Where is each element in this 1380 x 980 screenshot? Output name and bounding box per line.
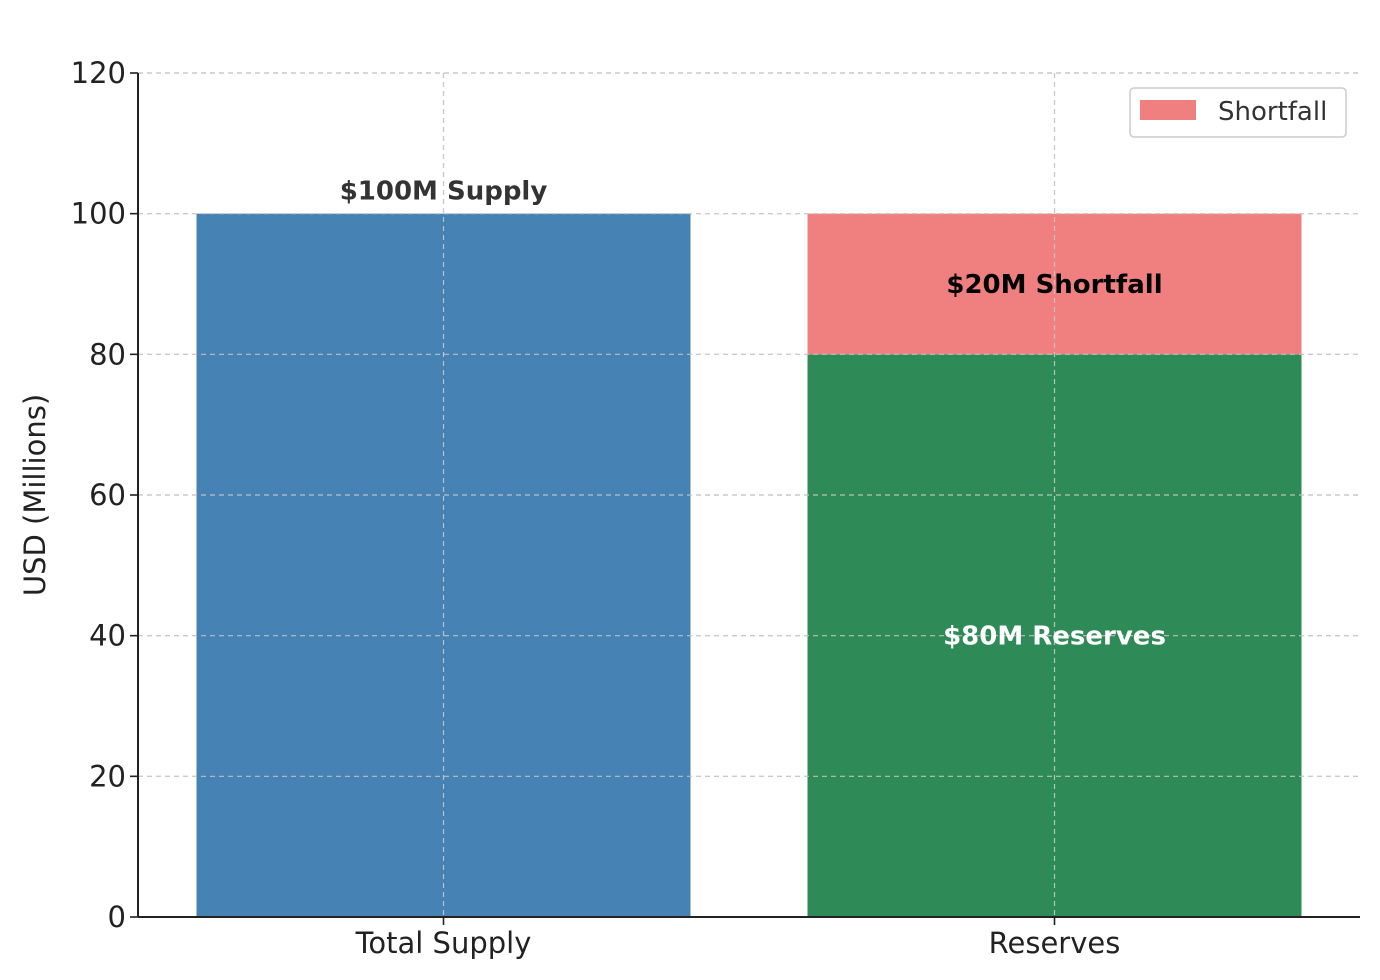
legend: Shortfall [1129, 87, 1347, 138]
data-label-1: $80M Reserves [943, 622, 1166, 652]
legend-swatch-shortfall [1140, 100, 1196, 120]
y-tick-label-20: 20 [89, 759, 126, 793]
legend-label-shortfall: Shortfall [1218, 97, 1327, 127]
y-tick-label-120: 120 [71, 56, 126, 90]
y-tick-label-60: 60 [89, 478, 126, 512]
bar-0 [196, 213, 691, 917]
data-label-0: $100M Supply [340, 177, 548, 207]
y-tick-label-100: 100 [71, 197, 126, 231]
data-label-2: $20M Shortfall [946, 270, 1162, 300]
x-tick-label-0: Total Supply [355, 926, 532, 960]
axes: 0 20 40 60 80 100 120 Total Supply Reserves [71, 56, 1360, 960]
bars [138, 72, 1360, 917]
x-tick-label-1: Reserves [989, 926, 1121, 960]
data-labels: $100M Supply $80M Reserves $20M Shortfall [340, 177, 1166, 652]
y-tick-label-80: 80 [89, 337, 126, 371]
y-tick-label-40: 40 [89, 619, 126, 653]
y-axis-label: USD (Millions) [18, 394, 52, 596]
y-tick-label-0: 0 [108, 900, 126, 934]
